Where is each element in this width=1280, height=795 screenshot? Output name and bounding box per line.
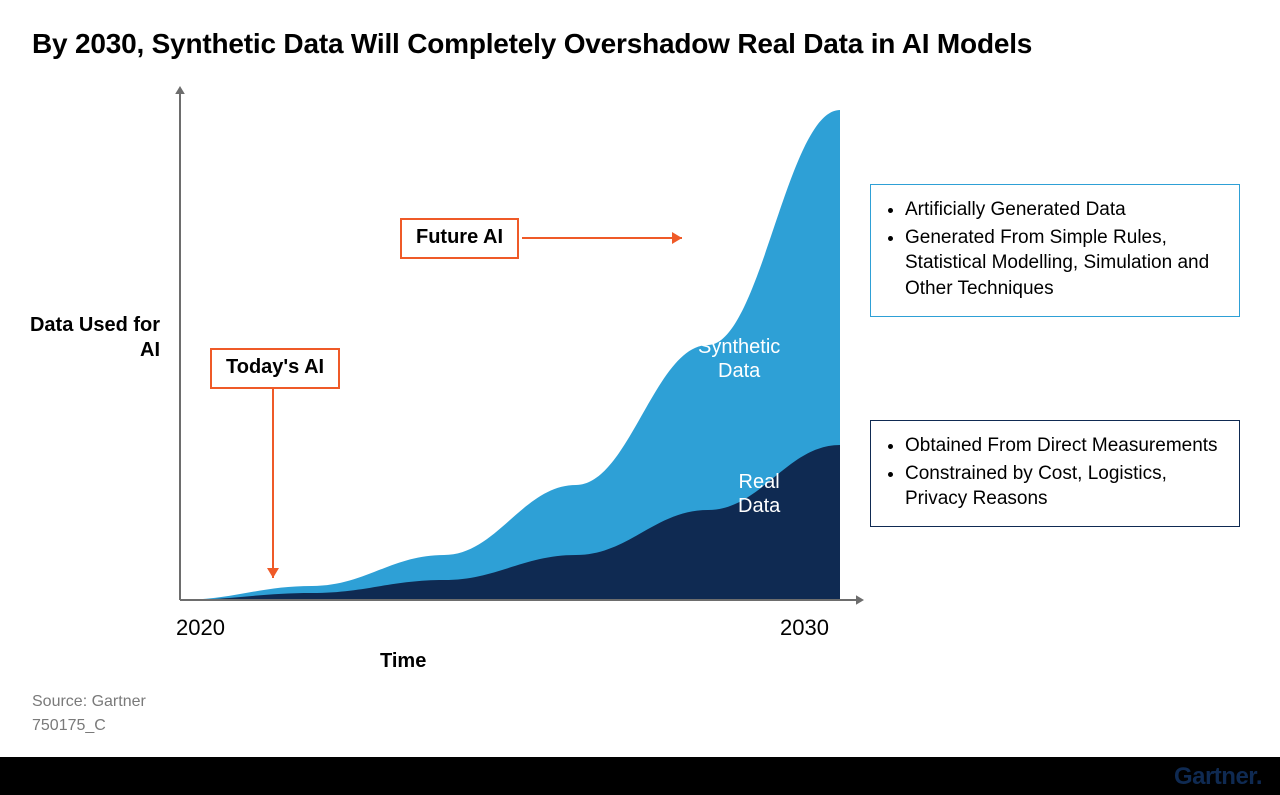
page-title: By 2030, Synthetic Data Will Completely … <box>32 28 1032 60</box>
y-axis-label: Data Used for AI <box>20 313 160 363</box>
annotation-today: Today's AI <box>210 348 340 389</box>
x-tick-end: 2030 <box>780 615 829 641</box>
source-block: Source: Gartner 750175_C <box>32 690 146 738</box>
legend-synthetic-item-0: Artificially Generated Data <box>905 197 1223 223</box>
legend-synthetic-item-1: Generated From Simple Rules, Statistical… <box>905 225 1223 302</box>
x-tick-start: 2020 <box>176 615 225 641</box>
area-chart <box>0 80 1280 680</box>
legend-real-list: Obtained From Direct Measurements Constr… <box>887 433 1223 512</box>
chart-container: Data Used for AI Time 2020 2030 Today's … <box>0 80 1280 680</box>
legend-real: Obtained From Direct Measurements Constr… <box>870 420 1240 527</box>
x-axis-label: Time <box>380 650 426 673</box>
legend-real-item-0: Obtained From Direct Measurements <box>905 433 1223 459</box>
source-code: 750175_C <box>32 714 146 738</box>
legend-real-item-1: Constrained by Cost, Logistics, Privacy … <box>905 461 1223 512</box>
brand-logo: Gartner. <box>1174 763 1262 791</box>
page: By 2030, Synthetic Data Will Completely … <box>0 0 1280 795</box>
footer-bar <box>0 757 1280 795</box>
annotation-future: Future AI <box>400 218 519 259</box>
legend-synthetic-list: Artificially Generated Data Generated Fr… <box>887 197 1223 302</box>
source-name: Source: Gartner <box>32 690 146 714</box>
legend-synthetic: Artificially Generated Data Generated Fr… <box>870 184 1240 317</box>
series-label-real: RealData <box>738 470 780 518</box>
series-label-synthetic: SyntheticData <box>698 335 780 383</box>
